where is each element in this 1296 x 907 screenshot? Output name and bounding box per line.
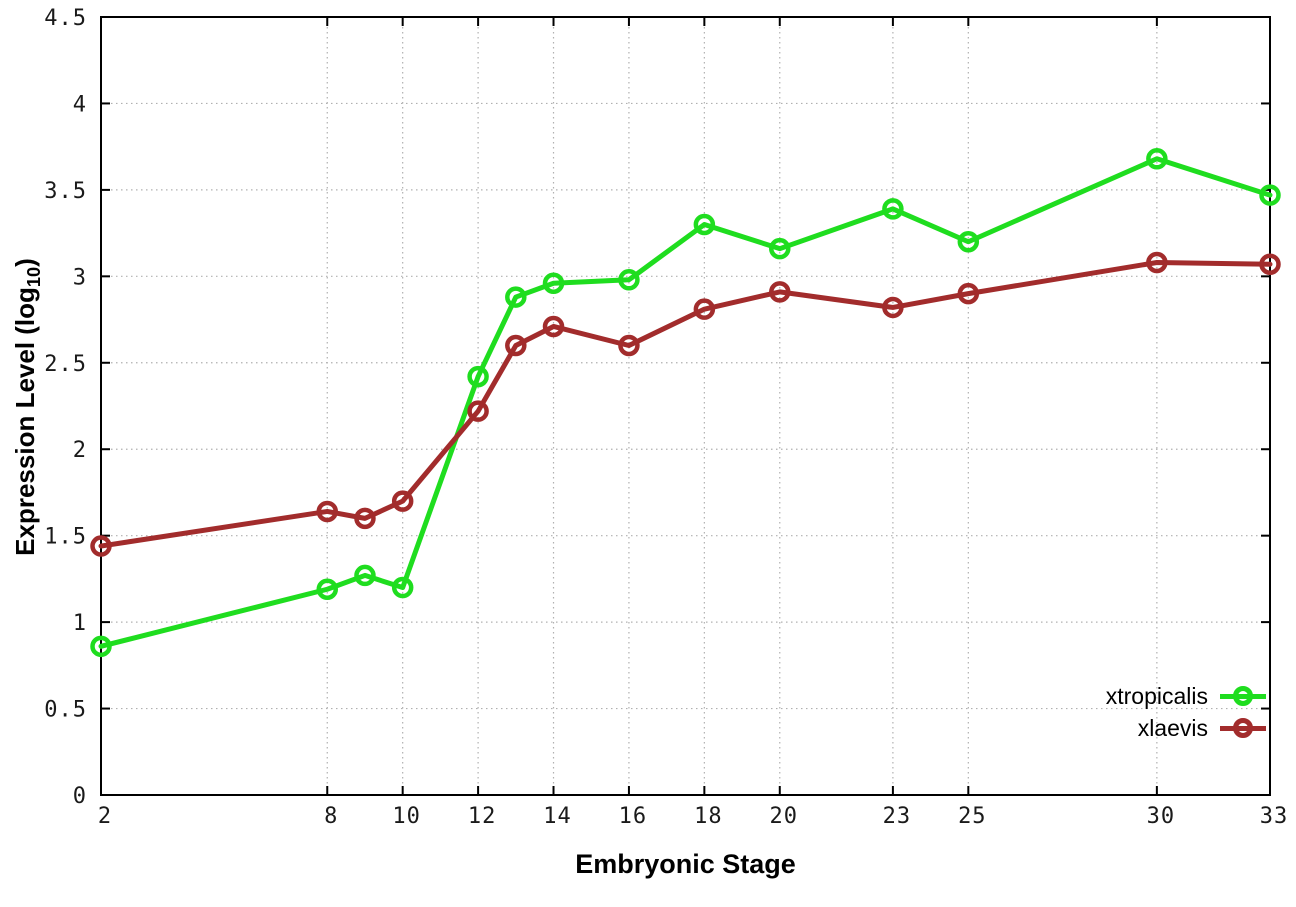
data-point-xlaevis	[505, 334, 527, 357]
series-line-xtropicalis	[98, 156, 1273, 649]
legend-label-xlaevis: xlaevis	[1137, 714, 1208, 741]
legend-item-xlaevis: xlaevis	[1106, 714, 1266, 742]
x-tick-label: 20	[770, 804, 799, 829]
legend-sample-circle-icon	[1233, 718, 1253, 738]
data-point-xtropicalis	[882, 198, 904, 220]
y-tick-label: 4	[73, 92, 87, 117]
data-point-xtropicalis	[542, 272, 565, 294]
series-line-xlaevis	[98, 260, 1273, 549]
data-point-xlaevis	[354, 507, 376, 530]
data-point-xtropicalis	[618, 269, 640, 291]
y-tick-label: 2	[73, 438, 87, 463]
y-tick-label: 3	[73, 265, 87, 290]
y-tick-label: 4.5	[44, 6, 87, 31]
data-point-xtropicalis	[957, 231, 980, 253]
legend: xtropicalis xlaevis	[1106, 682, 1266, 742]
data-point-xlaevis	[316, 500, 339, 523]
data-point-xlaevis	[467, 400, 489, 422]
data-point-xlaevis	[391, 490, 414, 512]
y-tick-label: 1	[73, 611, 87, 636]
data-point-xtropicalis	[1146, 148, 1168, 170]
y-axis-title-subscript: 10	[24, 266, 45, 288]
data-point-xtropicalis	[769, 237, 791, 260]
y-tick-label: 0.5	[44, 698, 87, 723]
legend-sample-circle-icon	[1233, 686, 1253, 706]
data-point-xlaevis	[1146, 251, 1168, 274]
data-point-xtropicalis	[505, 286, 527, 308]
data-point-xlaevis	[957, 282, 980, 305]
y-tick-label: 1.5	[44, 525, 87, 550]
y-axis-title-close: )	[10, 258, 40, 267]
x-tick-label: 33	[1260, 804, 1289, 829]
data-point-xtropicalis	[90, 635, 112, 658]
y-tick-label: 3.5	[44, 179, 87, 204]
y-axis-title: Expression Level (log10)	[10, 207, 46, 607]
data-point-xtropicalis	[467, 365, 489, 388]
data-point-xlaevis	[769, 281, 791, 303]
data-point-xtropicalis	[391, 576, 414, 599]
x-tick-label: 12	[468, 804, 497, 829]
data-point-xlaevis	[882, 296, 904, 319]
x-axis-title: Embryonic Stage	[575, 849, 796, 879]
legend-marker-xlaevis	[1220, 717, 1266, 739]
data-point-xtropicalis	[354, 564, 376, 587]
x-tick-label: 14	[543, 804, 572, 829]
x-tick-label: 18	[694, 804, 723, 829]
data-point-xtropicalis	[316, 578, 339, 601]
legend-marker-xtropicalis	[1220, 685, 1266, 707]
data-point-xlaevis	[693, 298, 716, 320]
plot-border	[100, 16, 1271, 796]
y-tick-label: 2.5	[44, 352, 87, 377]
data-point-xlaevis	[90, 535, 112, 557]
data-point-xlaevis	[542, 315, 565, 338]
x-tick-label: 2	[98, 804, 112, 829]
data-point-xtropicalis	[1259, 184, 1281, 206]
x-tick-label: 8	[324, 804, 338, 829]
data-point-xlaevis	[618, 334, 640, 357]
x-tick-label: 23	[883, 804, 912, 829]
y-axis-title-text: Expression Level (log	[10, 287, 40, 556]
legend-item-xtropicalis: xtropicalis	[1106, 682, 1266, 710]
x-tick-label: 10	[392, 804, 421, 829]
data-point-xtropicalis	[693, 213, 716, 236]
y-tick-label: 0	[73, 784, 87, 809]
legend-label-xtropicalis: xtropicalis	[1105, 682, 1208, 709]
x-tick-label: 25	[958, 804, 987, 829]
x-tick-label: 30	[1147, 804, 1176, 829]
data-point-xlaevis	[1259, 253, 1281, 275]
x-tick-label: 16	[619, 804, 648, 829]
